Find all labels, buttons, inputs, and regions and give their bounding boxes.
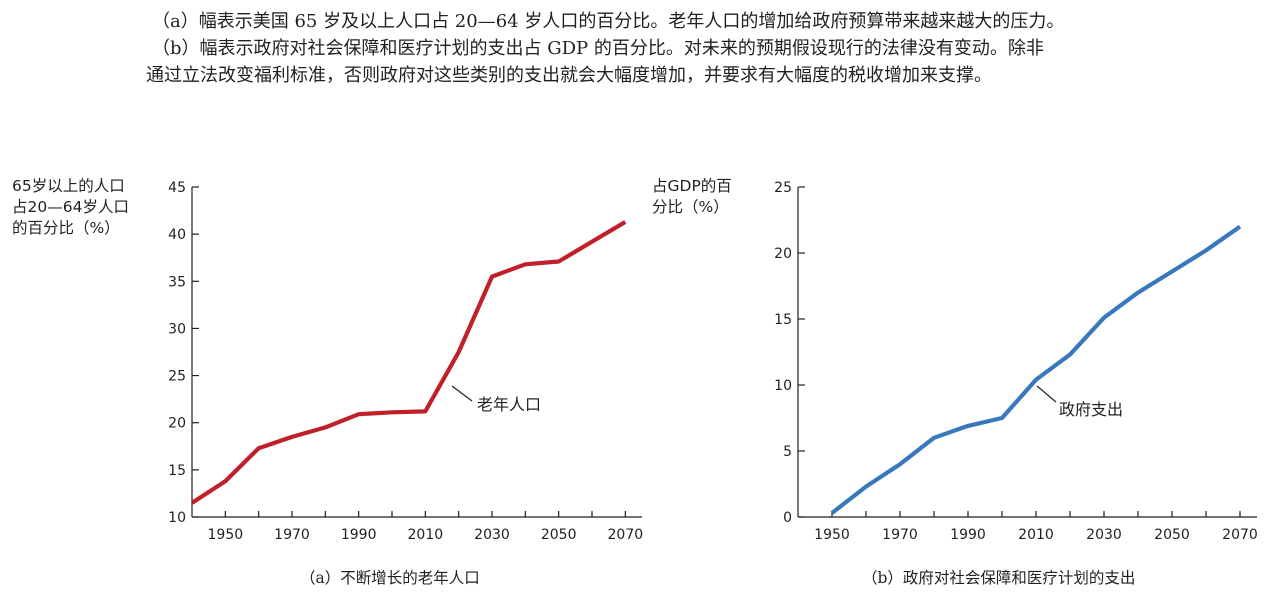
- chart-a-x-tick-label: 2070: [608, 527, 644, 543]
- chart-a-y-tick-label: 15: [168, 463, 186, 479]
- chart-a-x-tick-label: 1990: [341, 527, 377, 543]
- chart-a-x-tick-label: 2030: [474, 527, 510, 543]
- chart-b-x-tick-label: 1990: [950, 527, 986, 543]
- chart-b-annotation: 政府支出: [1059, 400, 1123, 419]
- chart-b-y-tick-label: 25: [774, 180, 792, 196]
- chart-b-y-tick-label: 20: [774, 246, 792, 262]
- chart-a-annotation: 老年人口: [477, 395, 541, 414]
- chart-a-annotation-leader: [451, 385, 473, 402]
- chart-b-ylabel: 占GDP的百 分比（%）: [652, 177, 732, 216]
- chart-a-y-tick-label: 25: [168, 369, 186, 385]
- chart-a-y-tick-label: 35: [168, 274, 186, 290]
- chart-a-x-tick-label: 1950: [208, 527, 244, 543]
- chart-b-x-tick-label: 2070: [1222, 527, 1258, 543]
- chart-b-y-tick-label: 0: [783, 510, 792, 526]
- chart-b-x-tick-label: 1950: [814, 527, 850, 543]
- chart-a-y-tick-label: 30: [168, 321, 186, 337]
- figure-description: （a）幅表示美国 65 岁及以上人口占 20—64 岁人口的百分比。老年人口的增…: [130, 8, 1270, 89]
- chart-b-x-tick-label: 2010: [1018, 527, 1054, 543]
- description-line-b-continued: 通过立法改变福利标准，否则政府对这些类别的支出就会大幅度增加，并要求有大幅度的税…: [146, 65, 992, 86]
- chart-a-series-line: [190, 220, 627, 505]
- chart-a-x-tick-label: 2050: [541, 527, 577, 543]
- chart-a-y-tick-label: 10: [168, 510, 186, 526]
- description-line-a: （a）幅表示美国 65 岁及以上人口占 20—64 岁人口的百分比。老年人口的增…: [152, 11, 1065, 32]
- chart-b-caption: （b）政府对社会保障和医疗计划的支出: [862, 569, 1136, 587]
- chart-a-ylabel: 65岁以上的人口 占20—64岁人口 的百分比（%）: [12, 177, 129, 237]
- description-line-b: （b）幅表示政府对社会保障和医疗计划的支出占 GDP 的百分比。对未来的预期假设…: [152, 38, 1044, 59]
- chart-b-x-tick-label: 2050: [1154, 527, 1190, 543]
- chart-b-x-tick-label: 2030: [1086, 527, 1122, 543]
- chart-b-y-tick-label: 15: [774, 312, 792, 328]
- chart-b-x-tick-label: 1970: [882, 527, 918, 543]
- chart-b-series-line: [830, 224, 1242, 515]
- chart-a-y-tick-label: 40: [168, 227, 186, 243]
- chart-a-y-tick-label: 20: [168, 416, 186, 432]
- chart-a-y-tick-label: 45: [168, 180, 186, 196]
- chart-a-x-tick-label: 1970: [274, 527, 310, 543]
- chart-a-caption: （a）不断增长的老年人口: [300, 569, 480, 587]
- chart-b-y-tick-label: 5: [783, 444, 792, 460]
- chart-b-y-tick-label: 10: [774, 378, 792, 394]
- chart-a-x-tick-label: 2010: [408, 527, 444, 543]
- chart-b-annotation-leader: [1036, 385, 1057, 403]
